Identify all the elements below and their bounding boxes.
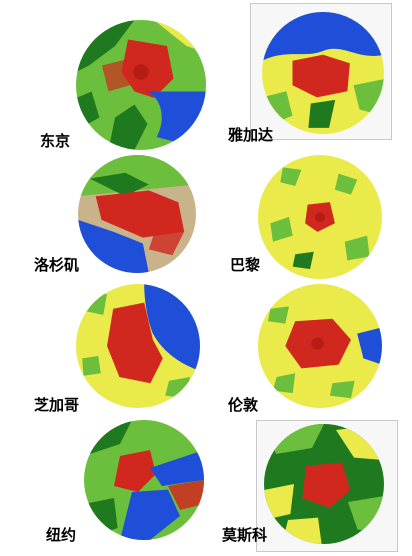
label-jakarta: 雅加达 xyxy=(228,126,274,144)
label-tokyo: 东京 xyxy=(40,132,71,150)
moscow-landcover xyxy=(264,424,384,544)
label-paris: 巴黎 xyxy=(230,256,261,274)
map-london xyxy=(258,284,382,408)
paris-landcover xyxy=(258,155,382,279)
label-los-angeles: 洛杉矶 xyxy=(34,256,80,274)
map-chicago xyxy=(76,284,200,408)
label-moscow: 莫斯科 xyxy=(222,526,268,544)
london-landcover xyxy=(258,284,382,408)
map-jakarta xyxy=(262,12,384,134)
label-chicago: 芝加哥 xyxy=(34,396,80,414)
map-paris xyxy=(258,155,382,279)
chicago-landcover xyxy=(76,284,200,408)
map-los-angeles xyxy=(78,155,196,273)
map-new-york xyxy=(84,420,204,540)
los-angeles-landcover xyxy=(78,155,196,273)
label-london: 伦敦 xyxy=(228,396,259,414)
map-tokyo xyxy=(76,20,206,150)
new-york-landcover xyxy=(84,420,204,540)
tokyo-landcover xyxy=(76,20,206,150)
map-moscow xyxy=(264,424,384,544)
label-new-york: 纽约 xyxy=(46,526,77,544)
jakarta-landcover xyxy=(262,12,384,134)
